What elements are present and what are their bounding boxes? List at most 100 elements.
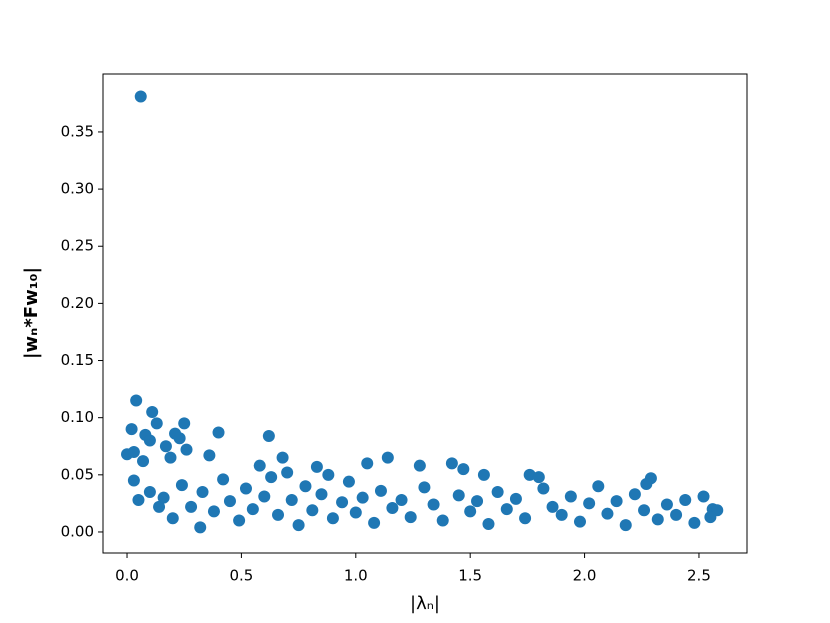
scatter-point [157, 491, 170, 504]
scatter-point [306, 504, 319, 517]
scatter-point [134, 90, 147, 103]
scatter-point [185, 500, 198, 513]
x-tick-label: 0.0 [115, 567, 139, 585]
scatter-point [477, 468, 490, 481]
scatter-point [127, 474, 140, 487]
scatter-point [292, 519, 305, 532]
scatter-point [381, 451, 394, 464]
scatter-point [638, 504, 651, 517]
scatter-point [336, 496, 349, 509]
scatter-point [272, 508, 285, 521]
x-axis-label: |λₙ| [410, 593, 440, 614]
scatter-point [418, 481, 431, 494]
scatter-point [374, 484, 387, 497]
scatter-point [482, 517, 495, 530]
scatter-point [519, 512, 532, 525]
scatter-point [262, 429, 275, 442]
scatter-point [395, 493, 408, 506]
scatter-point [697, 490, 710, 503]
scatter-point [537, 482, 550, 495]
scatter-point [436, 514, 449, 527]
scatter-point [445, 457, 458, 470]
scatter-point [217, 473, 230, 486]
scatter-point [427, 498, 440, 511]
scatter-point [239, 482, 252, 495]
scatter-point [299, 480, 312, 493]
scatter-point [159, 440, 172, 453]
scatter-point [127, 445, 140, 458]
scatter-point [509, 492, 522, 505]
scatter-point [253, 459, 266, 472]
scatter-point [564, 490, 577, 503]
y-tick-label: 0.35 [61, 122, 94, 140]
scatter-point [573, 515, 586, 528]
scatter-point [143, 434, 156, 447]
scatter-point [532, 471, 545, 484]
scatter-point [178, 417, 191, 430]
scatter-point [137, 455, 150, 468]
y-tick-label: 0.15 [61, 351, 94, 369]
scatter-point [173, 432, 186, 445]
scatter-point [457, 463, 470, 476]
scatter-point [125, 423, 138, 436]
scatter-point [258, 490, 271, 503]
scatter-point [471, 495, 484, 508]
scatter-point [679, 493, 692, 506]
scatter-point [546, 500, 559, 513]
scatter-point [610, 495, 623, 508]
scatter-point [500, 503, 513, 516]
plot-frame [102, 73, 748, 554]
y-tick-label: 0.00 [61, 522, 94, 540]
scatter-point [523, 468, 536, 481]
scatter-point [146, 405, 159, 418]
scatter-point [223, 495, 236, 508]
scatter-point [640, 477, 653, 490]
scatter-point [150, 417, 163, 430]
scatter-point [212, 426, 225, 439]
scatter-point [196, 485, 209, 498]
scatter-point [704, 511, 717, 524]
scatter-point [322, 468, 335, 481]
scatter-point [413, 459, 426, 472]
scatter-point [349, 506, 362, 519]
scatter-point [132, 493, 145, 506]
scatter-point [651, 513, 664, 526]
scatter-point [670, 508, 683, 521]
y-tick-label: 0.30 [61, 180, 94, 198]
scatter-point [143, 485, 156, 498]
scatter-point [265, 471, 278, 484]
scatter-point [491, 485, 504, 498]
scatter-point [361, 457, 374, 470]
scatter-point [386, 501, 399, 514]
scatter-point [660, 498, 673, 511]
scatter-point [326, 512, 339, 525]
x-tick-label: 2.5 [687, 567, 711, 585]
scatter-point [310, 460, 323, 473]
scatter-point [180, 443, 193, 456]
scatter-point [619, 519, 632, 532]
scatter-point [368, 516, 381, 529]
x-tick-label: 2.0 [573, 567, 597, 585]
scatter-point [246, 503, 259, 516]
scatter-point [175, 479, 188, 492]
scatter-point [207, 505, 220, 518]
scatter-point [452, 489, 465, 502]
scatter-point [194, 521, 207, 534]
scatter-point [628, 488, 641, 501]
x-tick-label: 1.5 [458, 567, 482, 585]
scatter-point [164, 451, 177, 464]
scatter-point [281, 466, 294, 479]
scatter-point [233, 514, 246, 527]
scatter-point [583, 497, 596, 510]
scatter-point [315, 488, 328, 501]
x-tick-label: 1.0 [344, 567, 368, 585]
y-tick-label: 0.20 [61, 294, 94, 312]
y-tick-label: 0.25 [61, 237, 94, 255]
scatter-point [555, 508, 568, 521]
scatter-point [130, 394, 143, 407]
scatter-point [601, 507, 614, 520]
scatter-point [166, 512, 179, 525]
y-axis-label: |wₙ*Fw₁₀| [21, 267, 42, 359]
scatter-point [592, 480, 605, 493]
